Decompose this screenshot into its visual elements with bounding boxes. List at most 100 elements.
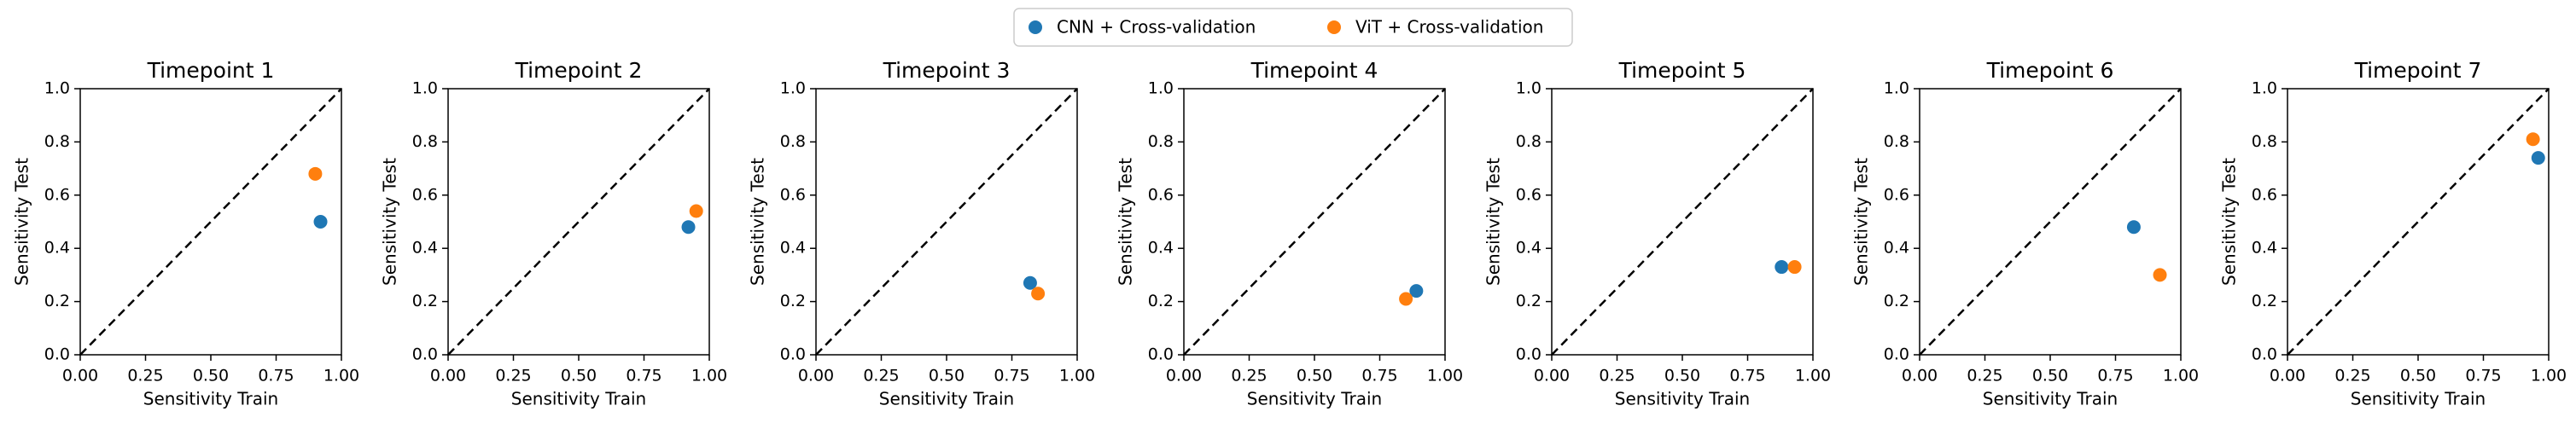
y-tick-label: 0.6 — [1884, 185, 1909, 204]
x-tick-label: 0.50 — [2032, 367, 2068, 385]
y-axis-label: Sensitivity Test — [748, 158, 768, 286]
y-tick-label: 0.2 — [1516, 292, 1542, 310]
x-axis-label: Sensitivity Train — [879, 389, 1014, 409]
diagonal-line — [1183, 88, 1446, 356]
legend-label: ViT + Cross-validation — [1355, 17, 1543, 38]
x-axis-label: Sensitivity Train — [1615, 389, 1750, 409]
chart-title: Timepoint 6 — [1986, 58, 2114, 83]
x-tick-label: 0.75 — [258, 367, 294, 385]
axes-frame — [2287, 88, 2550, 356]
y-tick-label: 0.4 — [1148, 239, 1174, 258]
point — [313, 215, 328, 229]
x-tick-label: 1.00 — [323, 367, 359, 385]
x-tick-label: 0.50 — [193, 367, 229, 385]
diagonal-line — [447, 88, 710, 356]
x-axis-label: Sensitivity Train — [511, 389, 646, 409]
legend-marker — [1029, 20, 1042, 34]
x-tick-label: 0.00 — [798, 367, 834, 385]
chart-title: Timepoint 4 — [1250, 58, 1378, 83]
point — [308, 166, 323, 181]
x-axis-label: Sensitivity Train — [1247, 389, 1382, 409]
x-tick-label: 0.00 — [2270, 367, 2305, 385]
y-tick-label: 0.0 — [1148, 345, 1174, 364]
y-tick-label: 0.2 — [44, 292, 70, 310]
y-tick-label: 0.6 — [780, 185, 806, 204]
x-tick-label: 0.00 — [62, 367, 98, 385]
y-axis-label: Sensitivity Test — [1116, 158, 1136, 286]
x-axis-label: Sensitivity Train — [2351, 389, 2486, 409]
x-tick-label: 0.25 — [1967, 367, 2002, 385]
chart-title: Timepoint 3 — [883, 58, 1011, 83]
chart-title: Timepoint 1 — [147, 58, 275, 83]
x-tick-label: 1.00 — [2531, 367, 2567, 385]
x-tick-label: 0.00 — [1902, 367, 1938, 385]
x-tick-label: 0.25 — [127, 367, 163, 385]
y-tick-label: 0.6 — [1148, 185, 1174, 204]
diagonal-line — [1551, 88, 1814, 356]
x-tick-label: 0.25 — [2334, 367, 2370, 385]
chart-title: Timepoint 7 — [2354, 58, 2482, 83]
x-tick-label: 0.75 — [994, 367, 1029, 385]
x-tick-label: 0.25 — [1231, 367, 1267, 385]
x-tick-label: 1.00 — [2163, 367, 2199, 385]
y-tick-label: 0.8 — [1148, 132, 1174, 151]
y-tick-label: 1.0 — [1884, 79, 1909, 98]
point — [2526, 132, 2540, 147]
x-tick-label: 0.75 — [2097, 367, 2133, 385]
axes-frame — [1551, 88, 1814, 356]
y-tick-label: 0.0 — [1516, 345, 1542, 364]
x-tick-label: 0.75 — [1729, 367, 1765, 385]
x-tick-label: 0.25 — [863, 367, 899, 385]
y-tick-label: 0.4 — [2252, 239, 2277, 258]
diagonal-line — [815, 88, 1078, 356]
point — [2153, 268, 2167, 282]
x-tick-label: 0.75 — [626, 367, 661, 385]
y-axis-label: Sensitivity Test — [1851, 158, 1872, 286]
point — [2126, 220, 2141, 235]
y-tick-label: 0.4 — [1516, 239, 1542, 258]
chart-title: Timepoint 5 — [1618, 58, 1746, 83]
point — [1399, 292, 1413, 306]
axes-frame — [1919, 88, 2182, 356]
axes-frame — [1183, 88, 1446, 356]
chart-title: Timepoint 2 — [515, 58, 643, 83]
axes-frame — [79, 88, 342, 356]
axes-frame — [447, 88, 710, 356]
x-tick-label: 0.50 — [1297, 367, 1332, 385]
x-tick-label: 1.00 — [1795, 367, 1831, 385]
y-tick-label: 0.6 — [2252, 185, 2277, 204]
x-tick-label: 1.00 — [691, 367, 727, 385]
y-tick-label: 0.0 — [1884, 345, 1909, 364]
point — [681, 220, 696, 235]
y-tick-label: 0.8 — [2252, 132, 2277, 151]
y-tick-label: 0.2 — [780, 292, 806, 310]
y-tick-label: 0.6 — [1516, 185, 1542, 204]
x-tick-label: 0.75 — [2465, 367, 2501, 385]
y-tick-label: 0.4 — [412, 239, 438, 258]
y-tick-label: 1.0 — [780, 79, 806, 98]
legend-marker — [1327, 20, 1341, 34]
legend-frame — [1013, 8, 1573, 47]
y-tick-label: 0.0 — [44, 345, 70, 364]
y-tick-label: 0.0 — [412, 345, 438, 364]
y-axis-label: Sensitivity Test — [2219, 158, 2240, 286]
y-tick-label: 0.4 — [44, 239, 70, 258]
x-tick-label: 0.50 — [2400, 367, 2436, 385]
y-tick-label: 0.2 — [412, 292, 438, 310]
y-axis-label: Sensitivity Test — [380, 158, 400, 286]
y-tick-label: 0.4 — [780, 239, 806, 258]
y-tick-label: 0.6 — [44, 185, 70, 204]
x-axis-label: Sensitivity Train — [143, 389, 278, 409]
diagonal-line — [1919, 88, 2182, 356]
legend-label: CNN + Cross-validation — [1057, 17, 1256, 38]
x-tick-label: 1.00 — [1427, 367, 1463, 385]
x-tick-label: 0.00 — [430, 367, 466, 385]
x-tick-label: 1.00 — [1059, 367, 1095, 385]
y-tick-label: 1.0 — [1148, 79, 1174, 98]
x-tick-label: 0.25 — [1599, 367, 1635, 385]
axes-frame — [815, 88, 1078, 356]
point — [1787, 260, 1802, 275]
y-tick-label: 1.0 — [44, 79, 70, 98]
